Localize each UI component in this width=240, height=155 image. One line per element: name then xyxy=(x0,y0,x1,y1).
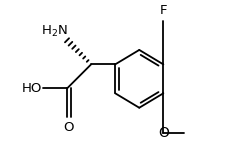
Text: HO: HO xyxy=(22,82,42,95)
Text: O: O xyxy=(158,126,169,140)
Text: O: O xyxy=(63,121,74,134)
Text: F: F xyxy=(160,4,167,17)
Text: H$_2$N: H$_2$N xyxy=(41,24,68,39)
